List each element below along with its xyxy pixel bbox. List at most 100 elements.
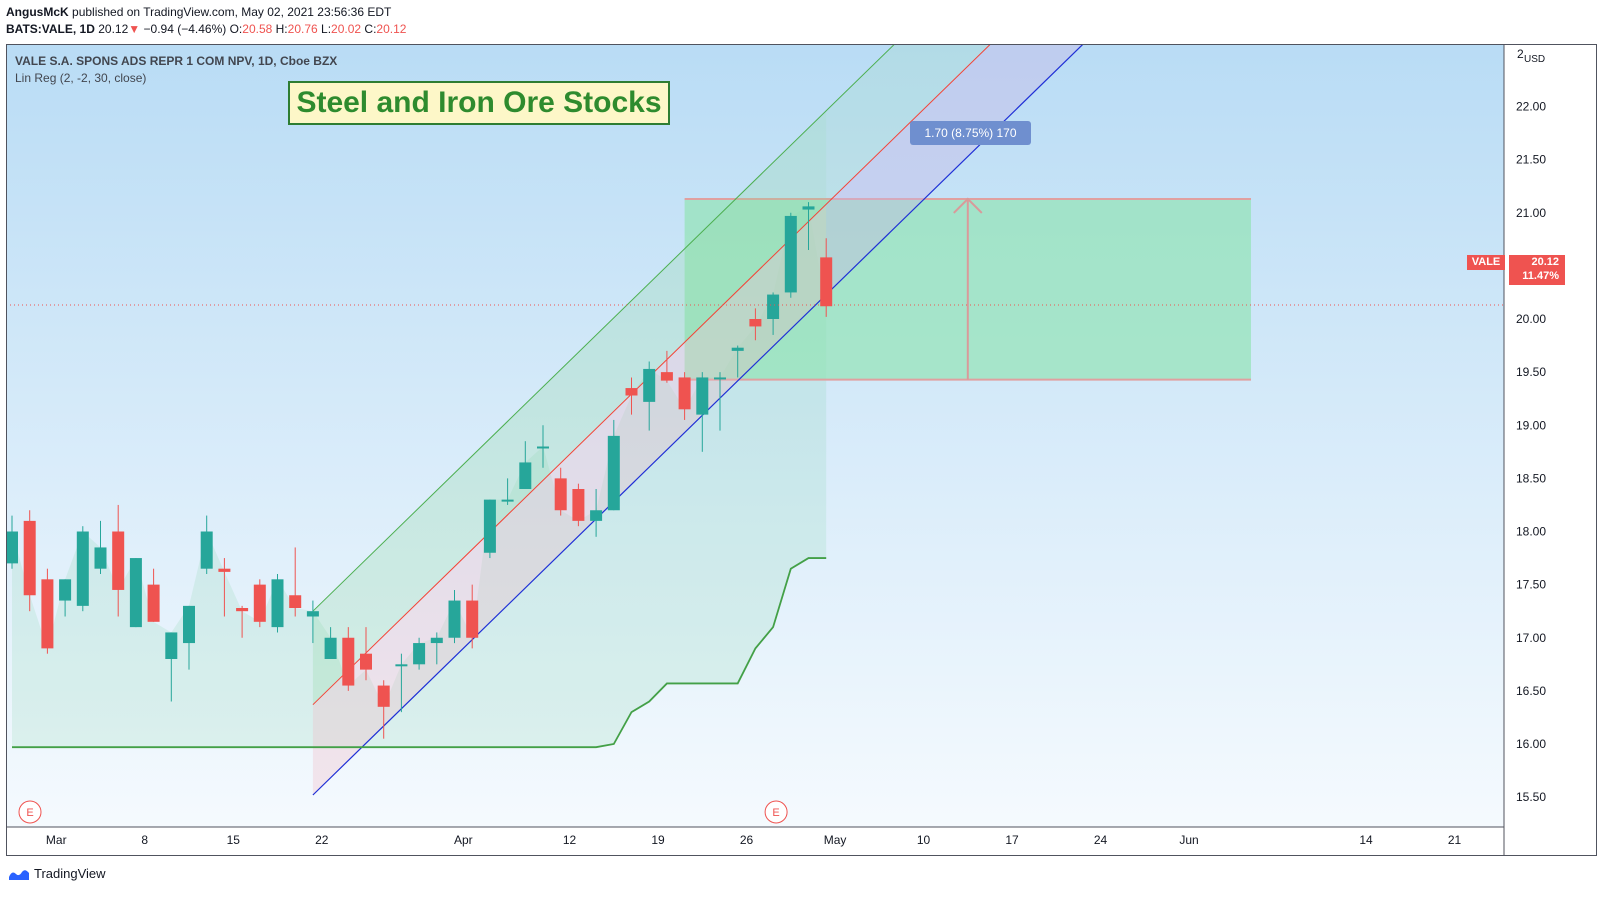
time-axis[interactable]: Mar 8 15 22 Apr 12 19 26 May 10 17 24 Jun 14 21 <box>46 833 1462 847</box>
candle-body[interactable] <box>501 499 514 502</box>
candle-body[interactable] <box>236 608 249 612</box>
candle[interactable] <box>94 520 107 574</box>
candle[interactable] <box>519 441 532 489</box>
candle-body[interactable] <box>200 531 213 569</box>
candle-body[interactable] <box>430 637 443 644</box>
candle[interactable] <box>377 680 390 739</box>
candle-body[interactable] <box>271 579 284 628</box>
candle-body[interactable] <box>289 595 302 608</box>
candle[interactable] <box>413 637 426 670</box>
candle-body[interactable] <box>731 347 744 351</box>
candles-layer[interactable] <box>6 202 833 739</box>
candle[interactable] <box>714 372 726 431</box>
candle[interactable] <box>41 568 54 654</box>
candle-body[interactable] <box>767 294 780 319</box>
candle[interactable] <box>802 202 815 250</box>
candle-body[interactable] <box>554 478 567 511</box>
candle[interactable] <box>749 308 762 341</box>
candle-body[interactable] <box>448 600 461 638</box>
candle-body[interactable] <box>625 388 638 396</box>
candle[interactable] <box>200 515 213 574</box>
candle-body[interactable] <box>306 611 319 617</box>
author-name[interactable]: AngusMcK <box>6 5 69 19</box>
candle[interactable] <box>23 510 36 612</box>
candle-body[interactable] <box>129 558 142 628</box>
candle-body[interactable] <box>377 685 390 707</box>
candle-body[interactable] <box>696 377 709 415</box>
candle[interactable] <box>501 478 514 505</box>
candle[interactable] <box>165 632 178 702</box>
candle-body[interactable] <box>147 584 160 622</box>
brand-label[interactable]: TradingView <box>34 866 106 881</box>
candle[interactable] <box>466 584 479 649</box>
candle[interactable] <box>289 547 302 617</box>
candle[interactable] <box>554 467 567 516</box>
candle[interactable] <box>572 483 585 527</box>
earnings-marker[interactable]: E <box>764 800 788 824</box>
candle[interactable] <box>129 558 142 628</box>
candle-body[interactable] <box>395 664 408 667</box>
candle-body[interactable] <box>714 377 726 380</box>
candle-body[interactable] <box>218 568 231 572</box>
candle-body[interactable] <box>537 446 549 449</box>
candle[interactable] <box>767 292 780 335</box>
chart-area[interactable]: E E 22.0021.5021.0020.5020.0019.5019.0018… <box>6 44 1597 888</box>
earnings-marker[interactable]: E <box>18 800 42 824</box>
chart-canvas[interactable]: E E 22.0021.5021.0020.5020.0019.5019.0018… <box>6 44 1597 888</box>
candle[interactable] <box>678 372 691 420</box>
candle[interactable] <box>395 653 408 713</box>
candle[interactable] <box>59 579 72 617</box>
candle[interactable] <box>448 589 461 644</box>
earnings-marker-circle[interactable] <box>18 800 42 824</box>
candle[interactable] <box>731 345 744 378</box>
candle-body[interactable] <box>749 319 762 327</box>
candle-body[interactable] <box>820 257 833 307</box>
candle-body[interactable] <box>23 520 36 596</box>
candle-body[interactable] <box>183 605 195 644</box>
candle[interactable] <box>324 627 337 659</box>
candle-body[interactable] <box>519 462 532 489</box>
candle-body[interactable] <box>590 510 603 521</box>
candle-body[interactable] <box>59 579 72 601</box>
indicator-label[interactable]: Lin Reg (2, -2, 30, close) <box>15 71 147 85</box>
candle-body[interactable] <box>643 368 656 402</box>
candle-body[interactable] <box>112 531 125 590</box>
candle-body[interactable] <box>342 637 355 686</box>
candle-body[interactable] <box>413 643 426 665</box>
candle[interactable] <box>784 212 797 298</box>
candle-body[interactable] <box>94 547 107 569</box>
candle-body[interactable] <box>466 600 479 638</box>
candle[interactable] <box>253 579 266 628</box>
candle[interactable] <box>147 568 160 622</box>
candle[interactable] <box>625 377 638 415</box>
candle[interactable] <box>820 238 833 317</box>
candle[interactable] <box>306 600 319 644</box>
candle[interactable] <box>271 574 284 633</box>
candle-body[interactable] <box>784 215 797 293</box>
candle-body[interactable] <box>360 653 372 670</box>
candle[interactable] <box>643 361 656 431</box>
price-axis[interactable]: 22.0021.5021.0020.5020.0019.5019.0018.50… <box>1516 47 1546 804</box>
candle[interactable] <box>696 372 709 452</box>
candle-body[interactable] <box>678 377 691 410</box>
candle-body[interactable] <box>802 206 815 210</box>
candle-body[interactable] <box>76 531 89 606</box>
candle[interactable] <box>360 627 372 681</box>
candle[interactable] <box>183 605 195 670</box>
candle-body[interactable] <box>483 499 496 553</box>
candle[interactable] <box>660 350 673 383</box>
candle-body[interactable] <box>572 489 585 521</box>
candle[interactable] <box>112 504 125 617</box>
candle[interactable] <box>430 632 443 665</box>
earnings-marker-circle[interactable] <box>764 800 788 824</box>
candle[interactable] <box>76 526 89 612</box>
candle-body[interactable] <box>660 372 673 381</box>
candle-body[interactable] <box>324 637 337 659</box>
candle[interactable] <box>342 627 355 691</box>
candle[interactable] <box>6 515 18 569</box>
candle-body[interactable] <box>6 531 18 564</box>
candle[interactable] <box>607 419 620 511</box>
candle[interactable] <box>236 605 249 638</box>
candle[interactable] <box>218 558 231 617</box>
candle-body[interactable] <box>41 579 54 649</box>
